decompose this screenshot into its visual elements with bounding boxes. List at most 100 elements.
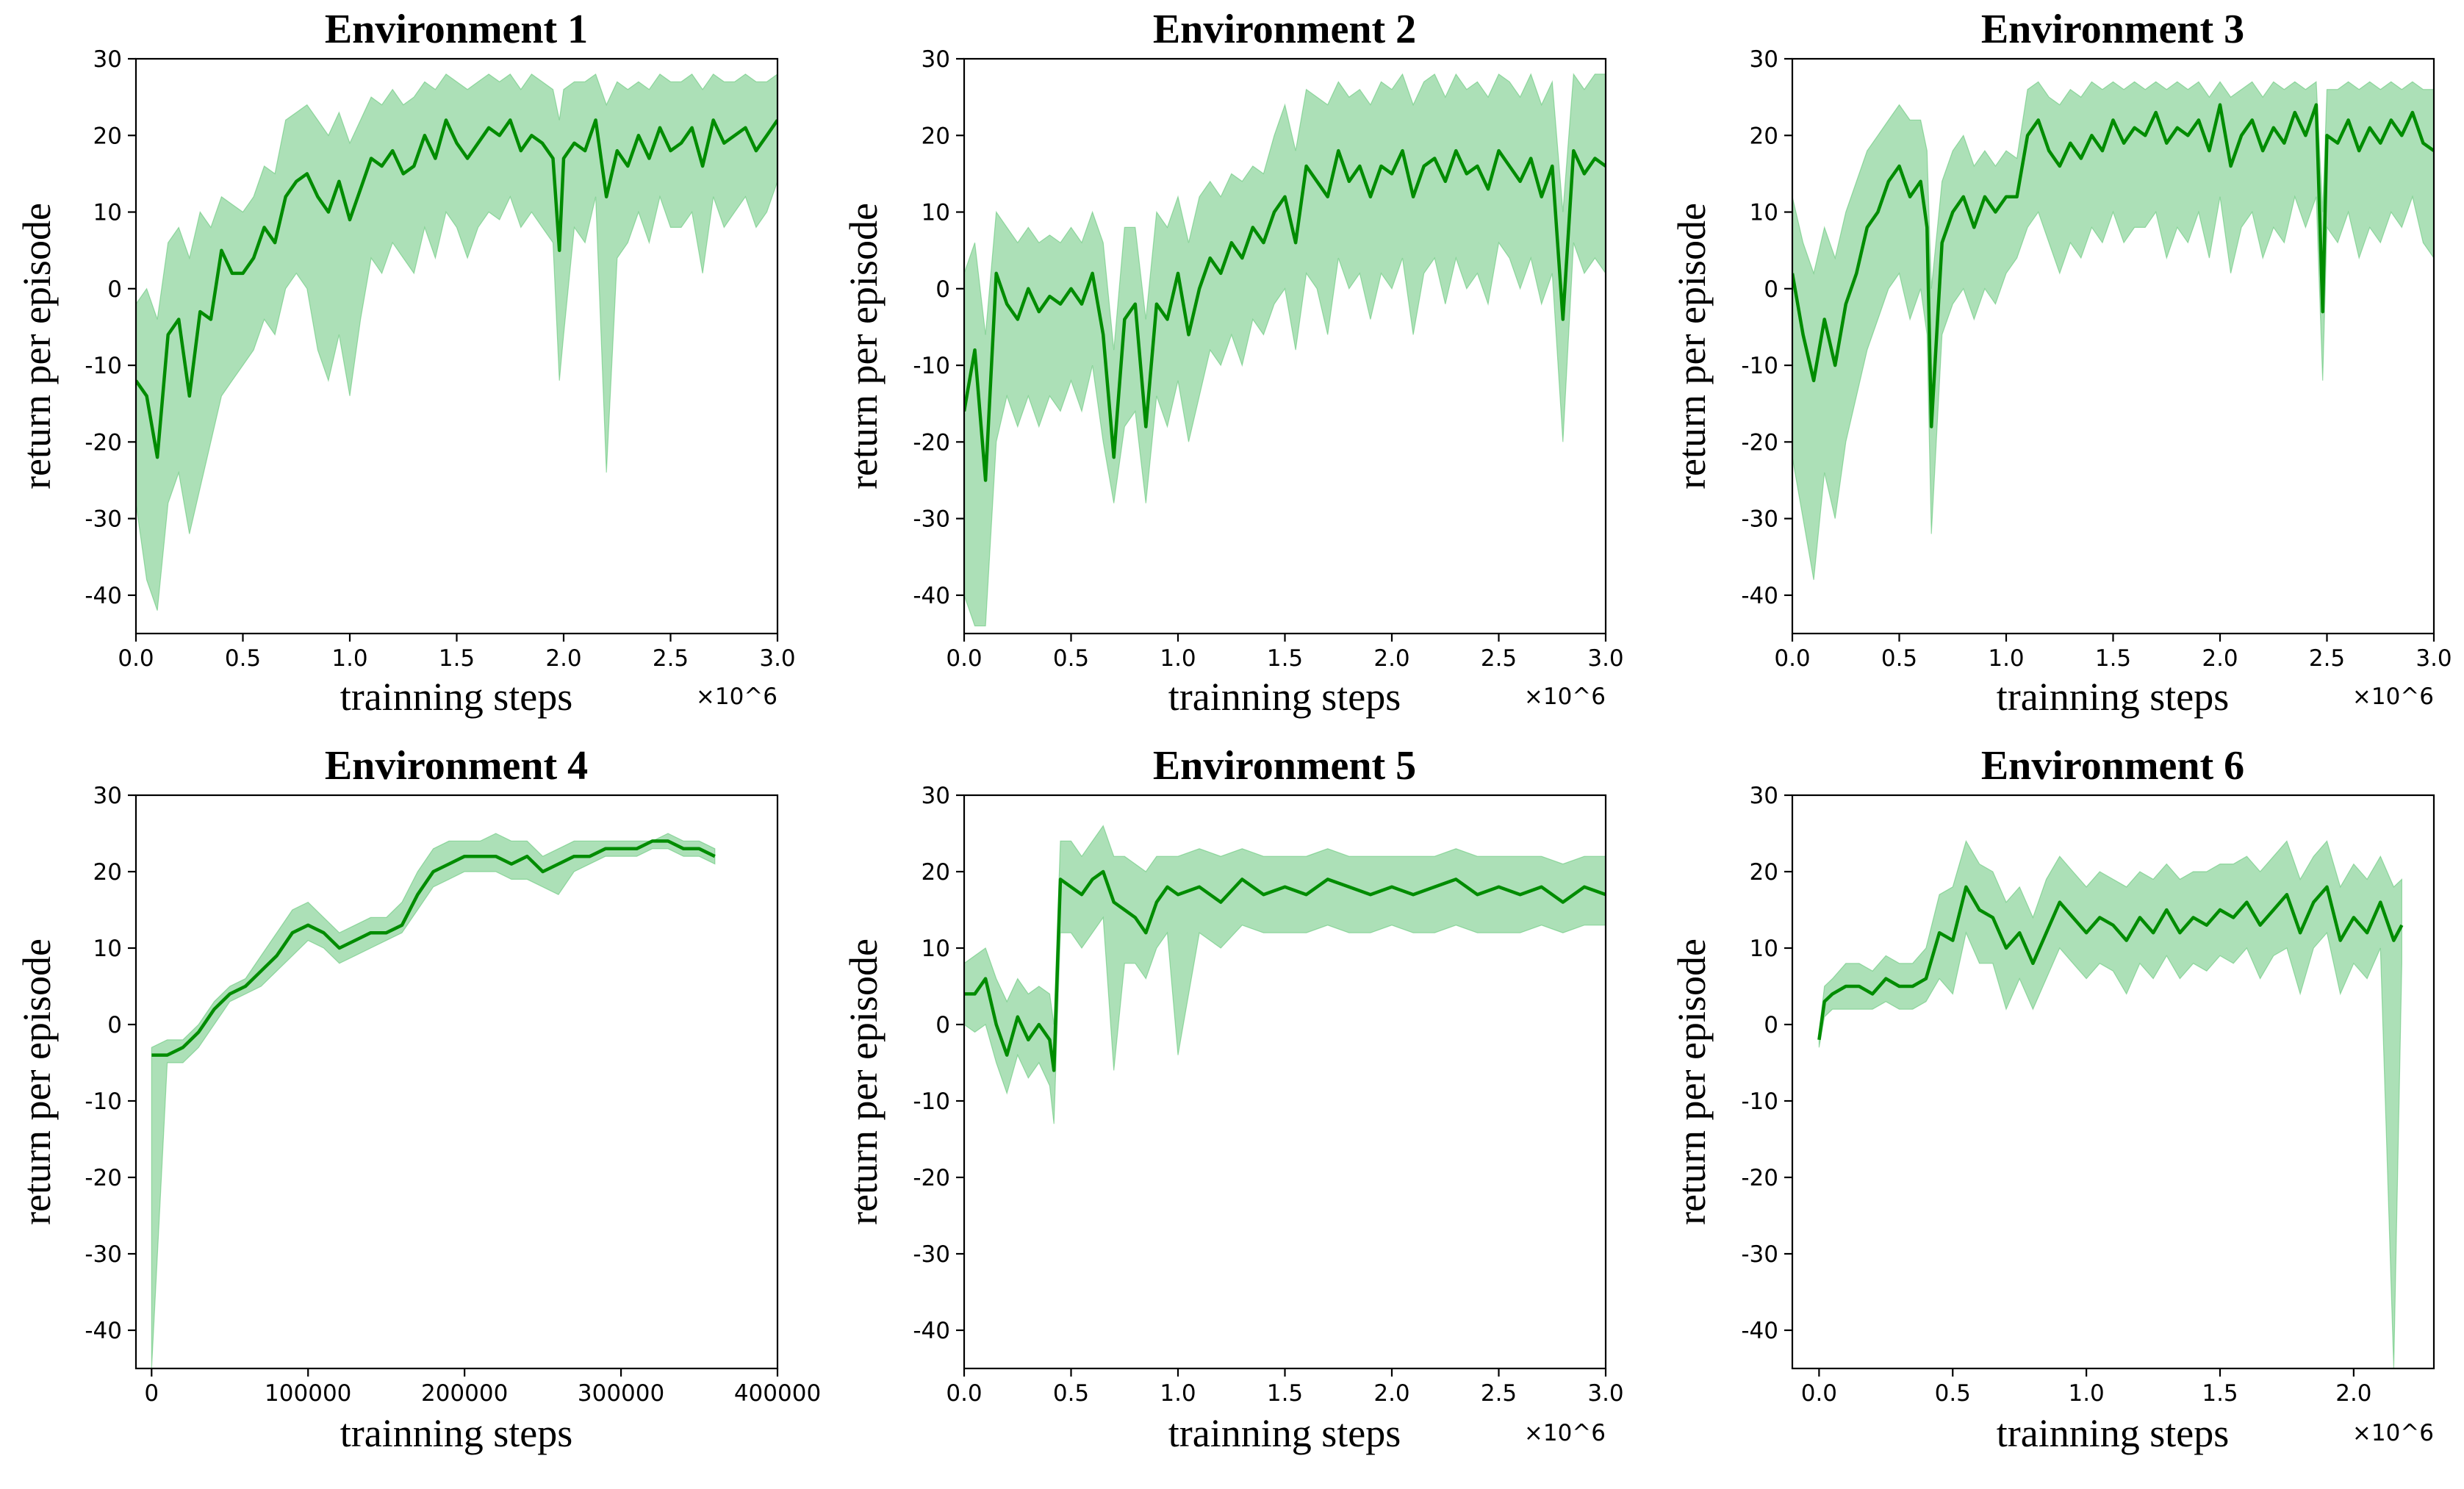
x-tick-label: 2.5 xyxy=(1481,645,1517,672)
x-tick-label: 0.0 xyxy=(946,1380,982,1407)
y-tick-label: 0 xyxy=(1764,1012,1778,1038)
y-tick-label: 0 xyxy=(935,1012,950,1038)
confidence-band-1 xyxy=(964,73,1606,627)
x-tick-label: 3.0 xyxy=(1587,1380,1623,1407)
panel-environment-3: Environment 3 return per episode trainni… xyxy=(1670,7,2452,719)
panel-environment-6: Environment 6 return per episode trainni… xyxy=(1670,743,2435,1455)
mean-line-1 xyxy=(1817,885,2404,1041)
x-tick-label: 0.5 xyxy=(1053,645,1089,672)
y-tick-label: -40 xyxy=(913,583,950,609)
x-tick-label: 0.5 xyxy=(1881,645,1917,672)
y-tick-label: -40 xyxy=(1741,583,1778,609)
x-tick-label: 0.5 xyxy=(1935,1380,1971,1407)
x-tick-label: 1.5 xyxy=(1267,1380,1303,1407)
y-tick-label: 20 xyxy=(1750,859,1778,886)
y-tick-label: -20 xyxy=(85,1165,122,1191)
x-offset-text: ×10^6 xyxy=(1524,1420,1606,1446)
y-tick-label: 30 xyxy=(93,46,122,73)
y-tick-label: -20 xyxy=(913,429,950,456)
confidence-band-1 xyxy=(964,825,1606,1124)
y-tick-label: -40 xyxy=(85,583,122,609)
plot-area xyxy=(151,833,716,1368)
confidence-band-1 xyxy=(136,73,777,611)
panel-title: Environment 1 xyxy=(325,7,588,52)
y-axis-label: return per episode xyxy=(841,939,886,1225)
y-tick-label: -10 xyxy=(85,1088,122,1115)
y-tick-label: 10 xyxy=(93,936,122,962)
y-tick-label: -10 xyxy=(85,353,122,379)
panel-title: Environment 6 xyxy=(1981,743,2244,789)
y-tick-label: 0 xyxy=(107,1012,122,1038)
x-offset-text: ×10^6 xyxy=(1524,683,1606,710)
x-tick-label: 1.5 xyxy=(1267,645,1303,672)
x-tick-label: 2.0 xyxy=(1373,645,1409,672)
panel-title: Environment 3 xyxy=(1981,7,2244,52)
x-tick-label: 0 xyxy=(144,1380,159,1407)
x-tick-label: 300000 xyxy=(578,1380,664,1407)
x-axis-label: trainning steps xyxy=(1997,1411,2229,1455)
y-axis-label: return per episode xyxy=(1670,203,1714,489)
y-tick-label: -10 xyxy=(1741,1088,1778,1115)
x-axis-label: trainning steps xyxy=(1168,675,1401,719)
x-tick-label: 3.0 xyxy=(2415,645,2452,672)
x-tick-label: 2.0 xyxy=(2335,1380,2371,1407)
y-tick-label: 10 xyxy=(922,936,950,962)
y-axis-label: return per episode xyxy=(15,203,59,489)
x-tick-label: 3.0 xyxy=(1587,645,1623,672)
y-tick-label: 20 xyxy=(1750,123,1778,149)
y-tick-label: -40 xyxy=(1741,1318,1778,1344)
y-tick-label: 30 xyxy=(93,783,122,809)
y-tick-label: 30 xyxy=(922,46,950,73)
y-tick-label: 10 xyxy=(93,200,122,226)
mean-line-1 xyxy=(964,148,1606,482)
x-tick-label: 100000 xyxy=(265,1380,351,1407)
mean-line-1 xyxy=(136,118,777,459)
x-tick-label: 1.0 xyxy=(2068,1380,2104,1407)
x-tick-label: 1.0 xyxy=(331,645,367,672)
x-tick-label: 0.0 xyxy=(946,645,982,672)
y-tick-label: -20 xyxy=(1741,429,1778,456)
y-axis-label: return per episode xyxy=(15,939,59,1225)
panel-title: Environment 5 xyxy=(1153,743,1416,789)
x-tick-label: 200000 xyxy=(421,1380,508,1407)
plot-area xyxy=(964,73,1606,627)
panel-title: Environment 2 xyxy=(1153,7,1416,52)
confidence-band-1 xyxy=(1792,81,2434,581)
y-tick-label: 20 xyxy=(922,859,950,886)
y-tick-label: 20 xyxy=(93,859,122,886)
x-axis-label: trainning steps xyxy=(340,1411,572,1455)
x-tick-label: 0.0 xyxy=(1774,645,1810,672)
y-tick-label: -10 xyxy=(913,1088,950,1115)
x-tick-label: 3.0 xyxy=(759,645,795,672)
y-tick-label: -20 xyxy=(85,429,122,456)
x-axis-label: trainning steps xyxy=(340,675,572,719)
y-tick-label: -20 xyxy=(1741,1165,1778,1191)
x-tick-label: 1.5 xyxy=(2095,645,2131,672)
y-axis-label: return per episode xyxy=(1670,939,1714,1225)
panel-environment-5: Environment 5 return per episode trainni… xyxy=(841,743,1624,1455)
y-tick-label: 0 xyxy=(935,276,950,303)
y-tick-label: -30 xyxy=(1741,1241,1778,1268)
x-tick-label: 2.5 xyxy=(653,645,689,672)
x-tick-label: 1.5 xyxy=(2202,1380,2238,1407)
y-tick-label: 30 xyxy=(922,783,950,809)
panel-environment-1: Environment 1 return per episode trainni… xyxy=(15,7,796,719)
x-axis-label: trainning steps xyxy=(1997,675,2229,719)
y-tick-label: -30 xyxy=(85,1241,122,1268)
axes-frame xyxy=(1791,794,2435,1370)
x-offset-text: ×10^6 xyxy=(696,683,777,710)
panel-environment-4: Environment 4 return per episode trainni… xyxy=(15,743,821,1455)
plot-area xyxy=(1792,81,2434,581)
y-tick-label: 30 xyxy=(1750,46,1778,73)
plot-area xyxy=(964,825,1606,1124)
x-tick-label: 2.5 xyxy=(1481,1380,1517,1407)
confidence-band-1 xyxy=(1818,839,2402,1368)
y-tick-label: -30 xyxy=(85,506,122,533)
x-axis-label: trainning steps xyxy=(1168,1411,1401,1455)
x-tick-label: 2.5 xyxy=(2309,645,2345,672)
panel-title: Environment 4 xyxy=(325,743,588,789)
plot-area xyxy=(136,73,777,611)
y-tick-label: -40 xyxy=(913,1318,950,1344)
axes-frame xyxy=(134,794,779,1370)
